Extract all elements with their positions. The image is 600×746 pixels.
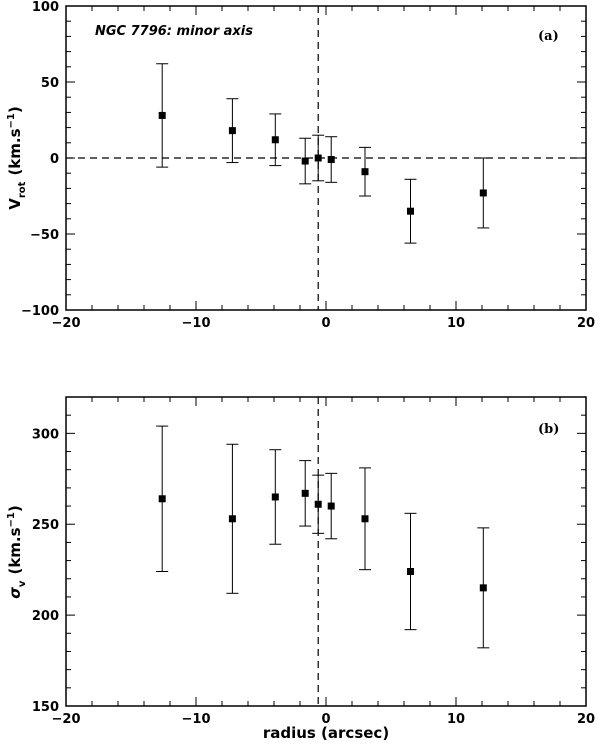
x-tick-label-a: 20 (577, 316, 595, 331)
y-axis-unit-exponent-b: −1 (6, 512, 17, 527)
chart-annotation: NGC 7796: minor axis (95, 24, 253, 39)
y-axis-unit-b: (km.s (6, 527, 24, 574)
x-tick-label-a: −20 (52, 316, 81, 331)
y-axis-label-b: σv (km.s−1) (6, 505, 28, 599)
y-tick-label-b: 300 (32, 427, 59, 442)
data-point-a (359, 146, 371, 197)
y-axis-unit-a: (km.s (6, 128, 24, 175)
data-point-a (299, 137, 312, 185)
marker-square (314, 154, 322, 162)
y-tick-label-b: 150 (32, 700, 59, 715)
marker-square (361, 515, 369, 523)
marker-square (479, 584, 487, 592)
marker-square (327, 156, 335, 164)
y-tick-label-a: 50 (41, 76, 59, 91)
marker-square (407, 567, 414, 575)
reference-lines-a (66, 6, 586, 310)
data-point-a (312, 134, 325, 182)
marker-square (158, 495, 166, 503)
data-point-b (226, 443, 239, 594)
data-point-a (269, 113, 282, 167)
y-axis-label-a: Vrot (km.s−1) (6, 106, 28, 210)
data-point-b (359, 467, 371, 571)
data-point-b (404, 512, 417, 631)
panel-label-a: (a) (538, 29, 559, 44)
y-axis-unit-close-b: ) (6, 505, 24, 512)
y-tick-label-a: −100 (21, 304, 59, 319)
panel-b: −20 −10 0 10 20 150 200 250 300 (b) σv (km.s−1) r… (6, 396, 595, 742)
y-axis-unit-exponent-a: −1 (6, 113, 17, 128)
marker-square (479, 189, 487, 197)
marker-square (407, 207, 414, 215)
data-point-a (156, 63, 169, 168)
data-point-a (226, 98, 239, 164)
data-points-a (156, 63, 490, 244)
y-tick-label-b: 200 (32, 609, 59, 624)
x-tick-label-b: 20 (577, 712, 595, 727)
marker-square (301, 157, 309, 165)
x-tick-label-b: 10 (447, 712, 465, 727)
y-axis-symbol-a: V (6, 198, 24, 210)
panel-label-b: (b) (538, 422, 559, 437)
marker-square (327, 502, 335, 510)
y-tick-label-a: 100 (32, 0, 59, 15)
marker-square (361, 168, 369, 176)
plot-frame-b (65, 396, 587, 707)
data-point-a (477, 157, 490, 229)
x-tick-label-a: 0 (321, 316, 330, 331)
data-point-b (269, 449, 282, 545)
data-point-a (325, 136, 338, 183)
data-point-b (156, 425, 169, 572)
marker-square (301, 489, 309, 497)
y-axis-unit-close-a: ) (6, 106, 24, 113)
x-tick-label-a: 10 (447, 316, 465, 331)
ticks-b: −20 −10 0 10 20 150 200 250 300 (32, 396, 595, 727)
x-tick-label-b: 0 (321, 712, 330, 727)
marker-square (314, 500, 322, 508)
data-point-b (312, 474, 325, 534)
data-point-b (477, 527, 490, 649)
data-point-a (404, 178, 417, 244)
marker-square (271, 136, 279, 144)
data-point-b (325, 472, 338, 540)
marker-square (228, 515, 236, 523)
y-axis-subscript-b: v (17, 580, 28, 587)
marker-square (228, 127, 236, 135)
marker-square (271, 493, 279, 501)
x-tick-label-a: −10 (182, 316, 211, 331)
y-tick-label-a: −50 (30, 228, 59, 243)
y-axis-subscript-a: rot (17, 181, 28, 198)
marker-square (158, 111, 166, 119)
data-point-b (299, 460, 312, 527)
x-tick-label-b: −20 (52, 712, 81, 727)
x-tick-label-b: −10 (182, 712, 211, 727)
y-axis-symbol-b: σ (6, 587, 24, 599)
data-points-b (156, 425, 490, 649)
y-tick-label-b: 250 (32, 518, 59, 533)
y-tick-label-a: 0 (50, 152, 59, 167)
x-axis-label: radius (arcsec) (263, 724, 389, 742)
